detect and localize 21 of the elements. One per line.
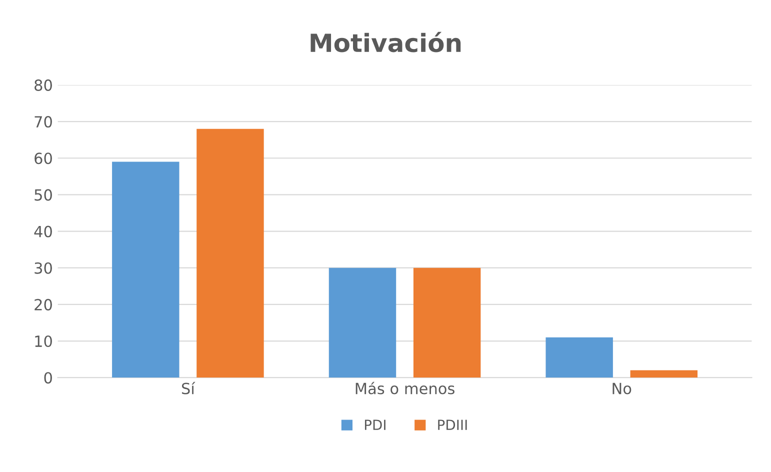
x-tick-label: No [612, 382, 632, 394]
y-tick-label: 70 [34, 116, 52, 128]
chart-title: Motivación [310, 32, 461, 52]
legend-label: PDI [364, 420, 386, 430]
bar [546, 337, 613, 378]
bar [328, 268, 396, 378]
y-tick-label: 10 [35, 335, 52, 348]
x-tick-label: Más o menos [356, 382, 454, 394]
x-tick-label: Sí [182, 382, 196, 394]
y-tick-label: 30 [34, 262, 52, 274]
y-tick-label: 80 [34, 79, 52, 91]
legend-label: PDIII [438, 420, 467, 430]
y-tick-label: 20 [34, 298, 52, 310]
y-tick-label: 60 [34, 152, 52, 164]
bar [630, 370, 698, 378]
bar [196, 128, 264, 378]
y-tick-label: 0 [44, 372, 52, 384]
y-tick-label: 50 [34, 189, 52, 201]
bar [413, 268, 481, 378]
y-tick-label: 40 [34, 226, 52, 238]
bar [112, 162, 180, 378]
